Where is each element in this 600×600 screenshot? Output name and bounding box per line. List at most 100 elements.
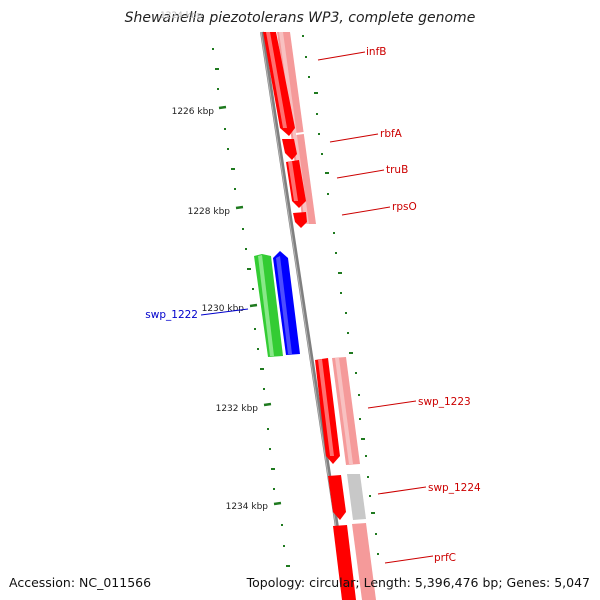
gene-label-swp_1224[interactable]: swp_1224: [428, 482, 481, 494]
tick-dot: [325, 172, 329, 174]
tick-dot: [227, 148, 229, 150]
gene-swp_1222-green-highlight: [258, 255, 274, 356]
light-track-gap-1: [295, 131, 312, 135]
prfC-light-bar: [352, 523, 376, 600]
gene-label-prfC[interactable]: prfC: [434, 552, 456, 564]
tick-dot: [263, 388, 265, 390]
gene-label-rpsO[interactable]: rpsO: [392, 201, 417, 213]
major-ticks: [218, 105, 282, 506]
gene-label-infB[interactable]: infB: [366, 46, 386, 58]
tick-dot: [254, 328, 256, 330]
tick-label-1234: 1234 kbp: [226, 502, 269, 512]
tick-dot: [318, 133, 320, 135]
gene-swp_1222-blue-highlight: [276, 256, 292, 354]
gene-swp_1224: [328, 475, 346, 520]
leader-truB: [336, 169, 385, 179]
gene-label-truB[interactable]: truB: [386, 164, 408, 176]
swp_1223-light-bar-highlight: [335, 358, 353, 464]
gene-infB-highlight: [266, 32, 287, 128]
tick-dot: [327, 193, 329, 195]
tick-dot: [335, 252, 337, 254]
tick-dot: [308, 76, 310, 78]
tick-dot: [273, 488, 275, 490]
tick-dots: [212, 35, 379, 567]
tick-dot: [257, 348, 259, 350]
leader-rbfA: [329, 133, 379, 143]
tick-dot: [286, 565, 290, 567]
tick-1228: [235, 205, 244, 210]
tick-dot: [349, 352, 353, 354]
tick-dot: [375, 533, 377, 535]
gene-prfC: [333, 525, 356, 600]
leader-swp_1223: [367, 400, 417, 409]
tick-dot: [247, 268, 251, 270]
map-title: Shewanella piezotolerans WP3, complete g…: [124, 10, 476, 26]
tick-1226: [218, 105, 227, 110]
tick-dot: [215, 68, 219, 70]
tick-dot: [302, 35, 304, 37]
tick-label-1232: 1232 kbp: [216, 404, 259, 414]
tick-label-1230: 1230 kbp: [202, 304, 245, 314]
tick-dot: [358, 394, 360, 396]
tick-dot: [271, 468, 275, 470]
tick-dot: [252, 288, 254, 290]
gene-rbfA: [282, 139, 297, 160]
forward-genes-upper[interactable]: [263, 32, 307, 228]
accession-label: Accession: NC_011566: [9, 575, 152, 590]
tick-dot: [269, 448, 271, 450]
tick-dot: [371, 512, 375, 514]
tick-label-1226: 1226 kbp: [172, 107, 215, 117]
tick-dot: [345, 312, 347, 314]
leader-swp_1222: [200, 308, 249, 316]
tick-dot: [361, 438, 365, 440]
tick-dot: [333, 232, 335, 234]
leader-swp_1224: [377, 486, 427, 495]
gene-labels: infB rbfA truB rpsO swp_1222 swp_1223 sw…: [145, 46, 481, 564]
tick-dot: [377, 553, 379, 555]
tick-labels: 1226 kbp 1228 kbp 1230 kbp 1232 kbp 1234…: [172, 107, 269, 512]
tick-dot: [281, 524, 283, 526]
gene-label-swp_1222[interactable]: swp_1222: [145, 309, 198, 321]
swp_1224-gray-bar: [347, 474, 366, 520]
tick-dot: [355, 372, 357, 374]
gene-label-rbfA[interactable]: rbfA: [380, 128, 403, 140]
tick-dot: [321, 153, 323, 155]
tick-dot: [359, 418, 361, 420]
tick-dot: [234, 188, 236, 190]
tick-1232: [263, 402, 272, 407]
tick-dot: [242, 228, 244, 230]
top-partial-label: 1224 kbp: [160, 11, 203, 21]
gene-swp_1223-highlight: [318, 359, 334, 456]
tick-dot: [347, 332, 349, 334]
leader-infB: [317, 51, 366, 61]
tick-dot: [314, 92, 318, 94]
leader-rpsO: [341, 206, 391, 216]
tick-dot: [212, 48, 214, 50]
tick-1234: [273, 501, 282, 506]
tick-dot: [316, 113, 318, 115]
leader-prfC: [384, 555, 434, 564]
tick-dot: [245, 248, 247, 250]
gene-truB-highlight: [288, 161, 298, 201]
tick-dot: [267, 428, 269, 430]
forward-track-light-lower: [332, 357, 376, 600]
tick-label-1228: 1228 kbp: [188, 207, 231, 217]
tick-dot: [231, 168, 235, 170]
tick-dot: [340, 292, 342, 294]
tick-dot: [365, 455, 367, 457]
forward-genes-lower[interactable]: [315, 358, 356, 600]
gene-rpsO: [293, 212, 307, 228]
gene-label-swp_1223[interactable]: swp_1223: [418, 396, 471, 408]
reverse-genes[interactable]: [254, 251, 300, 357]
tick-dot: [367, 476, 369, 478]
tick-dot: [283, 545, 285, 547]
tick-dot: [260, 368, 264, 370]
tick-dot: [338, 272, 342, 274]
tick-dot: [305, 56, 307, 58]
genome-summary-label: Topology: circular; Length: 5,396,476 bp…: [246, 575, 590, 590]
tick-dot: [369, 495, 371, 497]
tick-dot: [224, 128, 226, 130]
tick-dot: [217, 88, 219, 90]
tick-1230: [249, 303, 258, 308]
